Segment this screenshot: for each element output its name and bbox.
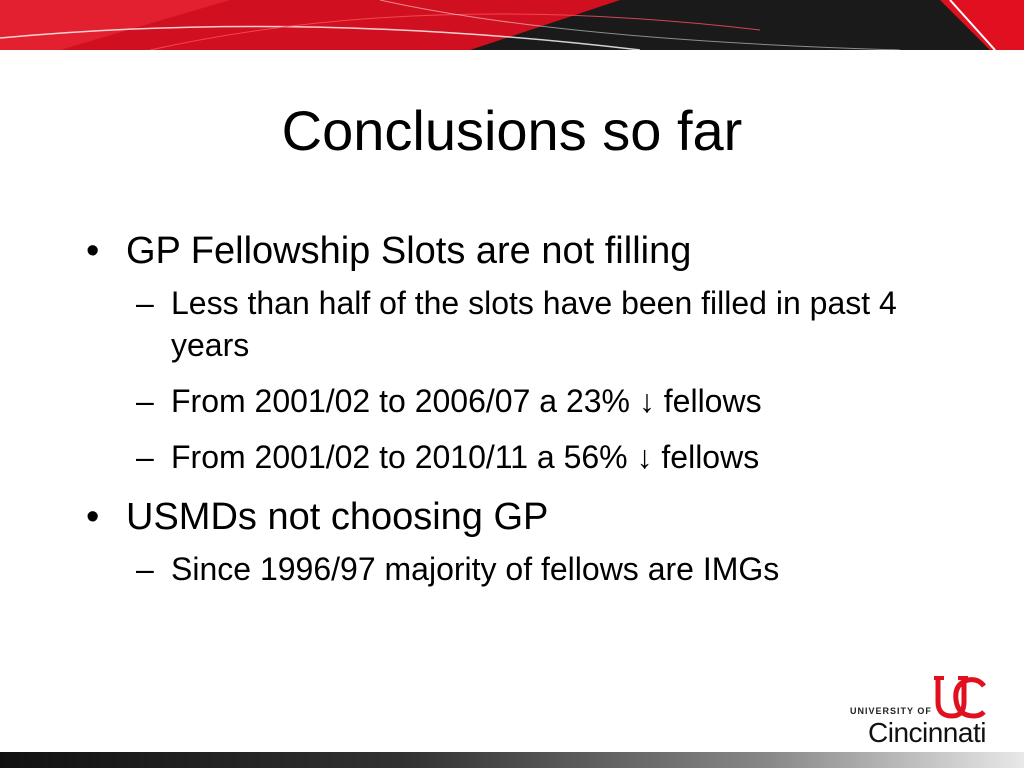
header-band: [0, 0, 1024, 50]
sub-bullet-text: Less than half of the slots have been fi…: [171, 285, 897, 363]
sub-bullet-text: From 2001/02 to 2006/07 a 23% ↓ fellows: [171, 383, 762, 419]
footer-band: [0, 752, 1024, 768]
bullet-item: • GP Fellowship Slots are not filling: [86, 226, 966, 276]
bullet-list: • GP Fellowship Slots are not filling – …: [86, 226, 966, 604]
bullet-marker: •: [86, 230, 100, 272]
slide-title: Conclusions so far: [281, 99, 743, 162]
sub-bullet-marker: –: [136, 439, 154, 475]
logo-university-of: UNIVERSITY OF: [850, 706, 932, 716]
bullet-marker: •: [86, 496, 100, 538]
sub-bullet-text: From 2001/02 to 2010/11 a 56% ↓ fellows: [171, 439, 760, 475]
logo-cincinnati: Cincinnati: [868, 717, 986, 748]
sub-bullet-text: Since 1996/97 majority of fellows are IM…: [171, 551, 780, 587]
university-logo: UNIVERSITY OF Cincinnati: [846, 676, 996, 748]
sub-bullet-item: – Since 1996/97 majority of fellows are …: [136, 548, 966, 590]
sub-bullet-item: – From 2001/02 to 2006/07 a 23% ↓ fellow…: [136, 380, 966, 422]
bullet-item: • USMDs not choosing GP: [86, 492, 966, 542]
sub-bullet-marker: –: [136, 551, 154, 587]
sub-bullet-marker: –: [136, 383, 154, 419]
sub-bullet-item: – From 2001/02 to 2010/11 a 56% ↓ fellow…: [136, 436, 966, 478]
sub-bullet-item: – Less than half of the slots have been …: [136, 282, 966, 366]
sub-bullet-list: – Less than half of the slots have been …: [86, 282, 966, 478]
header-decoration: [0, 0, 1024, 50]
bullet-text: USMDs not choosing GP: [126, 496, 549, 538]
bullet-text: GP Fellowship Slots are not filling: [126, 230, 692, 272]
sub-bullet-marker: –: [136, 285, 154, 321]
sub-bullet-list: – Since 1996/97 majority of fellows are …: [86, 548, 966, 590]
uc-monogram-icon: [934, 676, 986, 719]
